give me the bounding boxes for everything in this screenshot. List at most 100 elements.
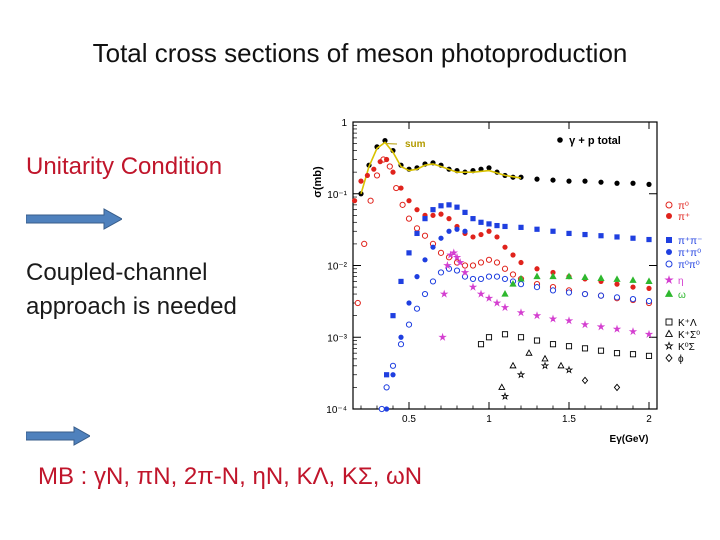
data-point-K+Lambda xyxy=(597,347,605,354)
y-tick-label: 10⁻⁴ xyxy=(326,405,347,416)
data-point-eta xyxy=(580,320,590,329)
data-point-pi+pi- xyxy=(518,224,524,230)
data-point-pi+ xyxy=(534,266,540,272)
data-point-pi+ xyxy=(438,211,444,217)
data-point-K+Lambda xyxy=(565,343,573,350)
data-point-pi0 xyxy=(367,197,374,204)
data-point-K+Lambda xyxy=(517,334,525,341)
series-sum xyxy=(360,141,522,195)
data-point-pi+pi- xyxy=(566,230,572,237)
y-tick-label: 10⁻¹ xyxy=(327,190,347,201)
data-point-total xyxy=(382,138,388,144)
data-point-pi+pi- xyxy=(478,219,484,225)
data-point-K0Sigma xyxy=(516,370,526,379)
data-point-pi+pi0 xyxy=(438,235,444,241)
data-point-K+Lambda xyxy=(549,341,557,348)
data-point-omega xyxy=(565,272,573,280)
data-point-pi+pi0 xyxy=(454,226,460,232)
data-point-pi+pi0 xyxy=(462,228,468,234)
data-point-pi+ xyxy=(502,244,508,250)
data-point-pi+pi- xyxy=(406,250,412,256)
data-point-K+Lambda xyxy=(533,337,541,344)
data-point-pi0pi0 xyxy=(517,281,525,288)
data-point-K+Sigma0 xyxy=(498,383,506,390)
data-point-pi0pi0 xyxy=(378,405,385,413)
data-point-pi0 xyxy=(393,184,400,192)
data-point-eta xyxy=(476,289,486,298)
data-point-phi xyxy=(613,383,621,392)
data-point-total xyxy=(582,178,588,184)
series-pi0pi0 xyxy=(378,265,653,413)
legend-marker-pi0pi0 xyxy=(665,260,673,268)
y-tick-label: 1 xyxy=(341,118,347,129)
data-point-pi0pi0 xyxy=(397,341,405,348)
legend-label-omega: ω xyxy=(678,290,686,301)
data-point-total xyxy=(614,180,620,186)
data-point-K+Lambda xyxy=(645,352,653,359)
data-point-pi0pi0 xyxy=(421,290,429,298)
data-point-omega xyxy=(517,274,525,282)
data-point-pi0pi0 xyxy=(581,290,589,298)
data-point-eta xyxy=(468,282,478,291)
data-point-pi0pi0 xyxy=(437,269,445,276)
legend-marker-K+Lambda xyxy=(665,318,673,326)
series-K+Lambda xyxy=(477,331,653,359)
x-tick-label: 0.5 xyxy=(402,414,416,425)
data-point-pi0pi0 xyxy=(629,296,637,303)
data-point-pi+ xyxy=(406,198,412,204)
data-point-pi0 xyxy=(354,299,361,307)
data-point-K0Sigma xyxy=(500,391,510,400)
legend-label-K+Sigma0: K⁺Σ⁰ xyxy=(678,330,700,341)
data-point-K+Sigma0 xyxy=(525,349,533,356)
arrow-right-icon-2 xyxy=(26,426,90,446)
data-point-eta xyxy=(532,311,542,320)
series-pi+ xyxy=(352,156,652,291)
data-point-omega xyxy=(581,273,589,281)
series-K0Sigma xyxy=(500,361,574,400)
data-point-pi0pi0 xyxy=(413,305,421,312)
data-point-pi0pi0 xyxy=(501,275,509,283)
data-point-pi+pi- xyxy=(398,278,404,285)
data-point-pi+ xyxy=(630,284,636,290)
data-point-pi+pi- xyxy=(414,230,420,237)
data-point-pi+ xyxy=(398,185,404,191)
data-point-pi+pi0 xyxy=(406,300,412,306)
data-point-total xyxy=(598,179,604,185)
data-point-pi+pi- xyxy=(462,209,468,215)
data-point-K0Sigma xyxy=(540,361,550,370)
data-point-K+Lambda xyxy=(485,334,493,341)
data-point-eta xyxy=(449,248,459,257)
data-point-eta xyxy=(612,324,622,333)
data-point-pi+pi- xyxy=(470,216,476,222)
data-point-K+Lambda xyxy=(501,331,509,338)
legend-marker-K+Sigma0 xyxy=(664,329,674,337)
data-point-pi0 xyxy=(421,232,429,239)
data-point-pi0pi0 xyxy=(477,275,485,283)
data-point-pi+ xyxy=(478,231,484,238)
data-point-pi0 xyxy=(477,259,485,266)
data-point-eta xyxy=(628,327,638,336)
data-point-eta xyxy=(452,252,462,261)
data-point-K+Sigma0 xyxy=(557,361,565,369)
data-point-pi0 xyxy=(501,265,509,272)
data-point-pi+pi- xyxy=(430,207,436,213)
data-point-pi+ xyxy=(377,159,383,165)
data-point-phi xyxy=(581,376,589,385)
data-point-pi0 xyxy=(485,256,493,263)
data-point-K+Sigma0 xyxy=(541,354,549,362)
data-point-omega xyxy=(501,289,509,297)
data-point-pi0pi0 xyxy=(485,273,493,280)
data-point-omega xyxy=(629,276,637,283)
data-point-pi0 xyxy=(437,249,445,256)
data-point-pi+ xyxy=(510,252,516,258)
data-point-pi0 xyxy=(493,259,501,266)
y-tick-label: 10⁻³ xyxy=(327,333,347,344)
data-point-pi0pi0 xyxy=(597,292,605,299)
data-point-pi+pi- xyxy=(422,216,428,222)
data-point-eta xyxy=(484,293,494,302)
data-point-pi+pi- xyxy=(502,223,508,230)
chart-text: 0.5 1 1.5 2 1 10⁻¹ 10⁻² 10⁻³ 10⁻⁴ σ(mb) Eγ(GeV) γ +… xyxy=(312,118,652,445)
data-point-pi0 xyxy=(469,262,477,269)
